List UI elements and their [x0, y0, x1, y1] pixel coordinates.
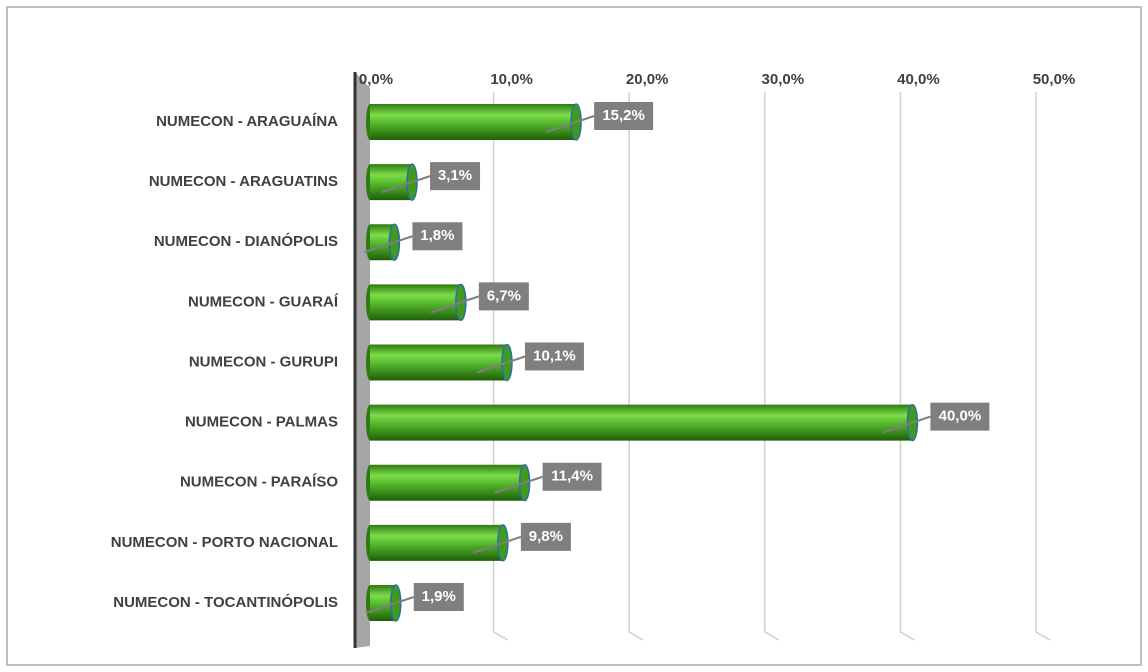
leader-line — [545, 115, 595, 133]
value-label-box — [413, 583, 464, 611]
category-label: NUMECON - ARAGUAÍNA — [156, 113, 338, 130]
bar — [370, 164, 413, 201]
leader-line — [494, 475, 543, 494]
value-label: 10,1% — [533, 347, 576, 364]
category-label: NUMECON - PARAÍSO — [180, 474, 338, 491]
leader-line — [882, 415, 931, 434]
value-label: 40,0% — [939, 408, 982, 425]
leader-line — [364, 235, 413, 254]
bar — [370, 404, 913, 441]
leader-line — [381, 175, 431, 194]
value-label-box — [542, 462, 602, 491]
bar — [370, 284, 461, 321]
x-tick-label: 30,0% — [762, 71, 805, 88]
grid-line — [1035, 92, 1051, 641]
value-label: 11,4% — [551, 468, 593, 485]
value-label-box — [524, 342, 584, 371]
bar — [370, 464, 525, 501]
x-tick-label: 40,0% — [897, 71, 940, 88]
bar — [370, 524, 503, 561]
value-label: 15,2% — [602, 107, 645, 124]
value-label: 6,7% — [487, 287, 521, 304]
bar — [370, 344, 507, 381]
axis-wall — [355, 72, 370, 648]
grid-line — [628, 92, 644, 641]
grid-line — [492, 92, 508, 641]
x-tick-label: 0,0% — [359, 71, 393, 88]
category-label: NUMECON - DIANÓPOLIS — [154, 232, 338, 250]
value-label-box — [412, 222, 463, 251]
leader-line — [430, 295, 480, 314]
category-label: NUMECON - GUARAÍ — [188, 293, 339, 310]
x-tick-label: 20,0% — [626, 71, 669, 88]
category-label: NUMECON - PALMAS — [185, 414, 338, 431]
x-tick-label: 50,0% — [1033, 71, 1076, 88]
grid-line — [899, 92, 915, 641]
leader-line — [476, 355, 526, 374]
value-label: 3,1% — [438, 167, 472, 184]
value-label-box — [430, 162, 481, 191]
x-tick-label: 10,0% — [490, 71, 533, 88]
category-label: NUMECON - GURUPI — [189, 353, 338, 370]
value-label: 1,8% — [420, 227, 454, 244]
category-label: NUMECON - ARAGUATINS — [149, 173, 338, 190]
value-label: 1,9% — [422, 588, 456, 605]
bar — [370, 104, 577, 140]
value-label-box — [930, 402, 990, 431]
category-label: NUMECON - TOCANTINÓPOLIS — [113, 593, 338, 611]
leader-line — [472, 535, 522, 554]
grid-line — [764, 92, 780, 641]
leader-line — [365, 596, 415, 614]
value-label-box — [478, 282, 529, 311]
value-label-box — [520, 522, 571, 551]
value-label: 9,8% — [529, 528, 563, 545]
value-label-box — [594, 102, 654, 130]
category-label: NUMECON - PORTO NACIONAL — [111, 534, 338, 551]
